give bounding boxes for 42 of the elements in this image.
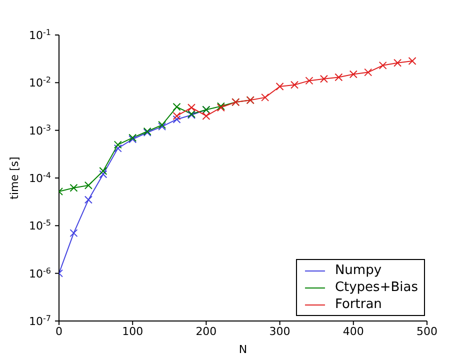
- point: [276, 82, 284, 91]
- point: [261, 93, 270, 102]
- legend-label: Numpy: [334, 263, 382, 278]
- point: [114, 144, 122, 152]
- y-tick-label: 10$^{-2}$: [29, 75, 51, 90]
- x-tick-label: 400: [342, 324, 364, 338]
- y-tick-label: 10$^{-7}$: [29, 314, 51, 328]
- y-tick-label: 10$^{-3}$: [29, 122, 51, 138]
- point: [408, 56, 416, 65]
- point: [99, 167, 108, 176]
- point: [172, 112, 181, 120]
- y-tick-label: 10$^{-4}$: [29, 170, 51, 185]
- point: [290, 80, 299, 89]
- x-tick-label: 500: [416, 324, 438, 338]
- point: [172, 115, 181, 124]
- legend-label: Ctypes+Bias: [334, 280, 418, 295]
- point: [172, 102, 181, 111]
- point: [320, 74, 328, 83]
- x-tick-label: 300: [269, 324, 290, 338]
- point: [378, 61, 387, 70]
- point: [187, 104, 196, 112]
- point: [349, 70, 358, 78]
- x-tick-label: 200: [196, 324, 217, 338]
- point: [99, 170, 108, 178]
- point: [394, 58, 402, 67]
- point: [305, 76, 314, 85]
- x-tick-label: 100: [122, 324, 144, 338]
- y-tick-label: 10$^{-5}$: [29, 218, 51, 233]
- point: [70, 184, 78, 192]
- x-tick-label: 0: [56, 324, 62, 338]
- point: [114, 140, 122, 149]
- point: [84, 181, 92, 190]
- point: [364, 68, 372, 76]
- x-axis-title: N: [238, 343, 248, 356]
- y-tick-label: 10$^{-6}$: [29, 266, 51, 280]
- point: [70, 229, 78, 238]
- legend-label: Fortran: [334, 297, 382, 312]
- point: [84, 196, 92, 204]
- point: [202, 112, 210, 120]
- y-tick-label: 10$^{-1}$: [29, 28, 51, 42]
- point: [334, 73, 343, 82]
- y-axis-title: time [s]: [8, 156, 21, 200]
